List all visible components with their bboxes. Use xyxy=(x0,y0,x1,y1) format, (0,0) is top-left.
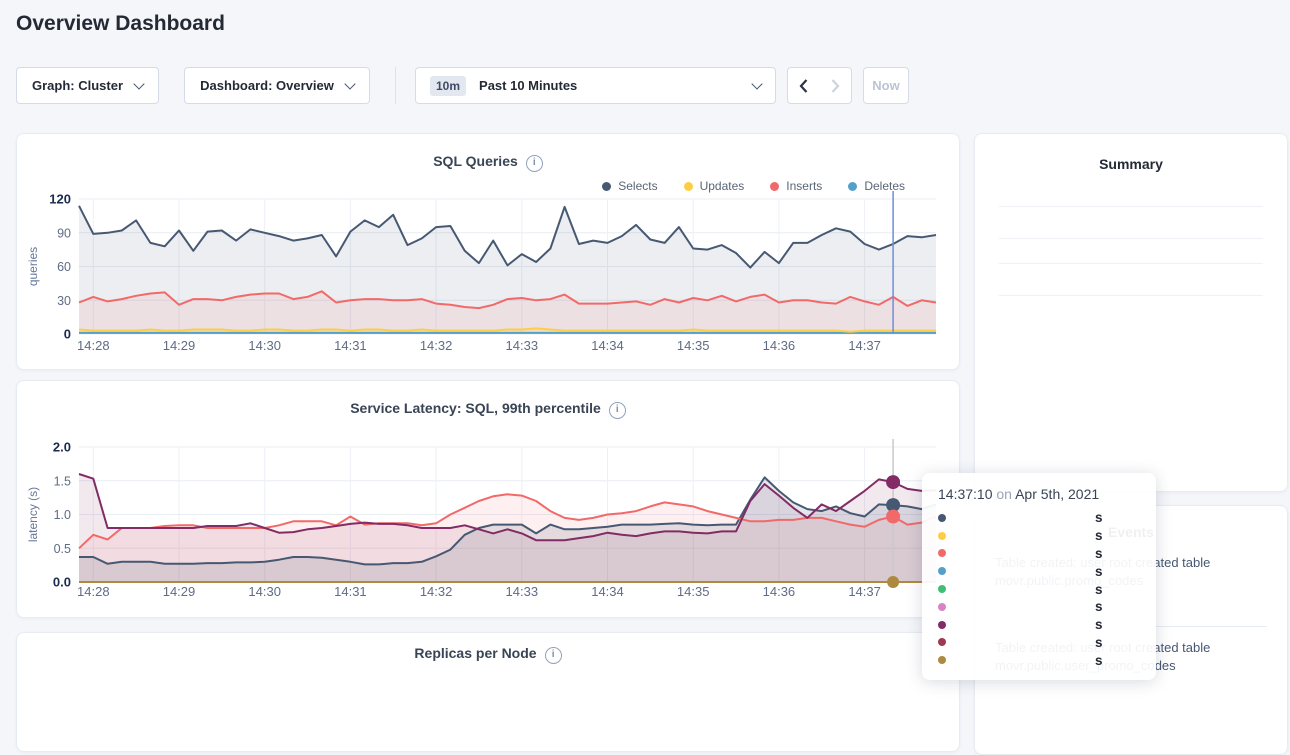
svg-text:queries: queries xyxy=(26,247,40,286)
chevron-left-icon xyxy=(798,78,810,94)
tooltip-node-value: s xyxy=(1095,528,1103,543)
svg-text:14:35: 14:35 xyxy=(677,584,710,599)
time-range-label: Past 10 Minutes xyxy=(479,78,577,93)
svg-text:14:30: 14:30 xyxy=(248,338,281,353)
tooltip-row: s xyxy=(938,651,1140,669)
summary-rows xyxy=(999,182,1263,320)
now-button[interactable]: Now xyxy=(863,67,909,104)
svg-text:60: 60 xyxy=(57,260,71,274)
tooltip-node-value: s xyxy=(1095,653,1103,668)
svg-text:14:37: 14:37 xyxy=(848,338,881,353)
tooltip-row: s xyxy=(938,634,1140,652)
svg-text:14:29: 14:29 xyxy=(163,584,196,599)
graph-dropdown-label: Graph: Cluster xyxy=(32,78,123,93)
svg-text:14:28: 14:28 xyxy=(77,584,110,599)
tooltip-row: s xyxy=(938,616,1140,634)
sql-queries-card: SQL Queriesi SelectsUpdatesInsertsDelete… xyxy=(16,133,960,370)
page-title: Overview Dashboard xyxy=(16,12,225,36)
summary-row xyxy=(999,295,1263,320)
svg-text:0.0: 0.0 xyxy=(53,575,71,590)
svg-text:90: 90 xyxy=(57,226,71,240)
svg-text:14:36: 14:36 xyxy=(763,584,796,599)
tooltip-node-value: s xyxy=(1095,564,1103,579)
summary-row xyxy=(999,238,1263,263)
tooltip-node-value: s xyxy=(1095,582,1103,597)
tooltip-row: s xyxy=(938,598,1140,616)
prev-time-range-button[interactable] xyxy=(787,67,820,104)
svg-text:14:34: 14:34 xyxy=(591,584,624,599)
tooltip-node-value: s xyxy=(1095,546,1103,561)
replicas-per-node-title: Replicas per Nodei xyxy=(17,645,959,664)
time-range-badge: 10m xyxy=(430,76,466,96)
service-latency-chart[interactable]: 0.0 0.5 1.0 1.5 2.0 14:28 14:29 14:30 14:31 14:32… xyxy=(17,381,961,619)
summary-row xyxy=(999,182,1263,206)
summary-row xyxy=(999,206,1263,238)
svg-text:14:28: 14:28 xyxy=(77,338,110,353)
svg-text:latency (s): latency (s) xyxy=(26,487,40,542)
svg-text:14:29: 14:29 xyxy=(163,338,196,353)
node-series-dot-icon xyxy=(938,585,946,593)
next-time-range-button[interactable] xyxy=(819,67,852,104)
svg-text:14:35: 14:35 xyxy=(677,338,710,353)
svg-text:1.5: 1.5 xyxy=(54,474,71,488)
node-series-dot-icon xyxy=(938,567,946,575)
node-series-dot-icon xyxy=(938,514,946,522)
summary-card: Summary xyxy=(974,133,1288,492)
chevron-down-icon xyxy=(133,78,144,89)
tooltip-timestamp: 14:37:10 on Apr 5th, 2021 xyxy=(938,486,1140,502)
svg-text:14:36: 14:36 xyxy=(763,338,796,353)
chart-tooltip: 14:37:10 on Apr 5th, 2021 s s s s s s s … xyxy=(922,473,1156,680)
svg-text:30: 30 xyxy=(57,294,71,308)
sql-queries-chart[interactable]: 0 30 60 90 120 14:28 14:29 14:30 14:31 14:32 14:33… xyxy=(17,134,961,371)
tooltip-node-value: s xyxy=(1095,599,1103,614)
node-series-dot-icon xyxy=(938,549,946,557)
svg-text:2.0: 2.0 xyxy=(53,440,71,455)
chevron-right-icon xyxy=(829,78,841,94)
tooltip-row: s xyxy=(938,509,1140,527)
svg-text:0.5: 0.5 xyxy=(54,542,71,556)
svg-text:120: 120 xyxy=(49,192,71,207)
tooltip-row: s xyxy=(938,580,1140,598)
dashboard-dropdown[interactable]: Dashboard: Overview xyxy=(184,67,370,104)
svg-text:14:33: 14:33 xyxy=(506,338,539,353)
summary-title: Summary xyxy=(999,156,1263,172)
service-latency-card: Service Latency: SQL, 99th percentilei 0… xyxy=(16,380,960,618)
svg-text:0: 0 xyxy=(64,327,71,342)
svg-text:14:33: 14:33 xyxy=(506,584,539,599)
tooltip-row: s xyxy=(938,545,1140,563)
node-series-dot-icon xyxy=(938,656,946,664)
tooltip-node-value: s xyxy=(1095,617,1103,632)
replicas-per-node-card: Replicas per Nodei xyxy=(16,632,960,752)
svg-text:14:31: 14:31 xyxy=(334,338,367,353)
svg-text:14:32: 14:32 xyxy=(420,338,453,353)
svg-text:1.0: 1.0 xyxy=(54,508,71,522)
svg-text:14:37: 14:37 xyxy=(848,584,881,599)
graph-dropdown[interactable]: Graph: Cluster xyxy=(16,67,159,104)
node-series-dot-icon xyxy=(938,532,946,540)
node-series-dot-icon xyxy=(938,603,946,611)
time-range-dropdown[interactable]: 10m Past 10 Minutes xyxy=(415,67,776,104)
tooltip-row: s xyxy=(938,562,1140,580)
node-series-dot-icon xyxy=(938,638,946,646)
svg-text:14:30: 14:30 xyxy=(248,584,281,599)
chevron-down-icon xyxy=(751,78,762,89)
node-series-dot-icon xyxy=(938,621,946,629)
dashboard-dropdown-label: Dashboard: Overview xyxy=(200,78,334,93)
toolbar-divider xyxy=(395,67,396,104)
info-icon[interactable]: i xyxy=(545,647,562,664)
svg-text:14:31: 14:31 xyxy=(334,584,367,599)
tooltip-node-value: s xyxy=(1095,635,1103,650)
chevron-down-icon xyxy=(344,78,355,89)
tooltip-row: s xyxy=(938,527,1140,545)
svg-text:14:32: 14:32 xyxy=(420,584,453,599)
tooltip-rows: s s s s s s s s s xyxy=(938,509,1140,669)
summary-row xyxy=(999,263,1263,295)
svg-text:14:34: 14:34 xyxy=(591,338,624,353)
tooltip-node-value: s xyxy=(1095,510,1103,525)
